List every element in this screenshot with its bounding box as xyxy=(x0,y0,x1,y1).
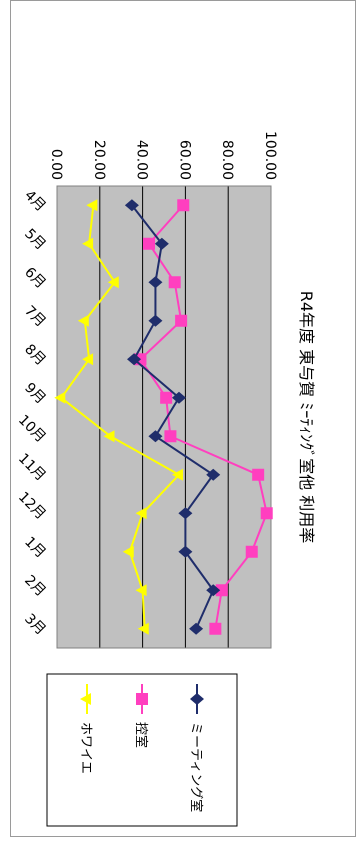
data-point xyxy=(189,622,204,635)
data-point xyxy=(54,391,66,404)
line-chart: 0.00 20.00 40.00 60.00 80.00 100.00 4月 5月 6月 7月 8… xyxy=(15,131,316,827)
x-tick-label: 4月 xyxy=(21,187,49,215)
data-point xyxy=(171,468,183,481)
series-line xyxy=(131,204,215,630)
y-tick-label: 20.00 xyxy=(91,140,107,180)
data-point xyxy=(107,276,119,289)
data-point xyxy=(171,391,186,404)
data-point xyxy=(122,545,134,558)
legend-item: ミーティング室 xyxy=(188,684,204,812)
data-point xyxy=(178,545,193,558)
series-square xyxy=(134,199,273,635)
data-point xyxy=(215,584,228,597)
data-point xyxy=(135,507,147,520)
data-point xyxy=(175,314,188,327)
data-point xyxy=(160,391,173,404)
legend-label: ミーティング室 xyxy=(188,722,204,812)
data-point xyxy=(135,584,147,597)
data-point xyxy=(82,353,94,366)
series-diamond xyxy=(124,199,221,635)
y-tick-label: 80.00 xyxy=(219,140,235,180)
x-tick-label: 6月 xyxy=(21,264,49,292)
data-point xyxy=(209,622,222,635)
legend: ミーティング室 控室 ホワイエ xyxy=(46,673,238,827)
data-point xyxy=(206,584,221,597)
x-axis-ticks: 4月 5月 6月 7月 8月 9月 10月 11月 12月 1月 2月 3月 xyxy=(15,187,49,638)
legend-label: ホワイエ xyxy=(78,722,93,774)
data-point xyxy=(80,693,91,705)
chart-frame: 0.00 20.00 40.00 60.00 80.00 100.00 4月 5月 6月 7月 8… xyxy=(10,0,356,837)
data-point xyxy=(190,693,204,705)
data-point xyxy=(164,430,177,443)
x-tick-label: 12月 xyxy=(15,489,49,523)
legend-item: 控室 xyxy=(133,684,149,748)
x-tick-label: 10月 xyxy=(15,412,49,446)
legend-item: ホワイエ xyxy=(78,684,93,774)
x-tick-label: 5月 xyxy=(21,226,49,254)
data-point xyxy=(252,468,265,481)
x-tick-label: 3月 xyxy=(21,611,49,639)
plot-border xyxy=(56,185,272,649)
x-tick-label: 7月 xyxy=(21,303,49,331)
plot-area xyxy=(57,186,271,648)
chart-title: R4年度 東与賀 ﾐｰﾃｨﾝｸﾞ室他 利用率 xyxy=(297,291,316,544)
data-point xyxy=(127,353,142,366)
series-layer xyxy=(54,199,273,635)
data-point xyxy=(260,507,273,520)
data-point xyxy=(148,276,163,289)
data-point xyxy=(103,430,115,443)
series-triangle xyxy=(54,199,183,635)
y-tick-label: 40.00 xyxy=(134,140,150,180)
x-tick-label: 11月 xyxy=(15,451,49,485)
data-point xyxy=(86,199,98,212)
y-tick-label: 100.00 xyxy=(262,131,278,180)
x-tick-label: 8月 xyxy=(21,341,49,369)
x-tick-label: 9月 xyxy=(21,380,49,408)
data-point xyxy=(178,507,193,520)
data-point xyxy=(137,622,149,635)
legend-label: 控室 xyxy=(133,722,149,748)
data-point xyxy=(168,276,181,289)
data-point xyxy=(124,199,139,212)
data-point xyxy=(143,237,156,250)
data-point xyxy=(154,237,169,250)
data-point xyxy=(148,314,163,327)
data-point xyxy=(245,545,258,558)
legend-box xyxy=(46,673,238,827)
y-axis-ticks: 0.00 20.00 40.00 60.00 80.00 100.00 xyxy=(48,131,278,180)
x-tick-label: 2月 xyxy=(21,572,49,600)
data-point xyxy=(177,199,190,212)
data-point xyxy=(206,468,221,481)
data-point xyxy=(82,237,94,250)
data-point xyxy=(136,693,148,705)
data-point xyxy=(148,430,163,443)
series-line xyxy=(59,205,181,629)
x-tick-label: 1月 xyxy=(21,534,49,562)
y-tick-label: 60.00 xyxy=(176,140,192,180)
y-tick-label: 0.00 xyxy=(48,149,64,180)
data-point xyxy=(77,314,89,327)
